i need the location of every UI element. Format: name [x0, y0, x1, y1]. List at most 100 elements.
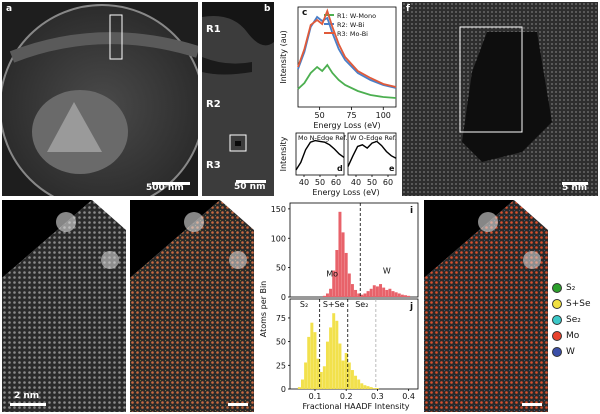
chart-c-series-2 — [297, 8, 397, 88]
legend-k-label: S+Se — [566, 299, 591, 309]
legend-k-item: Mo — [552, 328, 598, 344]
i-plot-bar-23 — [379, 284, 383, 297]
i-plot-bar-5 — [322, 295, 326, 297]
i-plot-bar-18 — [363, 293, 367, 297]
i-plot-bar-28 — [394, 292, 398, 297]
panel-a-roi-box — [109, 14, 123, 60]
j-plot-xtick-label-1: 0.2 — [340, 392, 353, 401]
e-plot-panel-label: e — [389, 164, 395, 173]
chart-c-legend-label-1: R2: W-Bi — [337, 21, 365, 29]
panel-k-label: k — [536, 202, 542, 212]
chart-c-panel-label: c — [302, 8, 307, 18]
j-plot-bar-23 — [366, 386, 370, 389]
panel-a-scalebar-text: 500 nm — [146, 183, 184, 193]
j-plot-ytick-label-0: 0 — [281, 385, 286, 394]
j-plot-bar-10 — [325, 341, 329, 389]
legend-k-swatch — [552, 331, 562, 341]
panel-g-scalebar-text: 2 nm — [14, 391, 40, 401]
chart-j: 0 25 50 75 0.1 0.2 0.3 0.4 j S₂ S+Se Se₂ Fractional … — [259, 281, 419, 411]
chart-d-ylabel: Intensity — [279, 136, 288, 171]
chart-d: Mo N-Edge Ref. 40 50 60 d Intensity Energy Los… — [279, 132, 380, 197]
d-plot-xtick-label-0: 40 — [299, 178, 309, 187]
i-plot-bar-31 — [404, 295, 407, 297]
j-plot-bar-22 — [363, 385, 367, 389]
chart-c-frame — [297, 6, 397, 108]
j-plot-bar-26 — [375, 388, 379, 389]
panel-a-image: a 500 nm — [2, 2, 198, 196]
e-plot-title: W O-Edge Ref. — [350, 134, 397, 142]
panel-b-image: b R1 R2 R3 50 nm — [202, 2, 274, 196]
panel-a-svg — [2, 2, 198, 196]
j-plot-bar-11 — [329, 327, 333, 389]
panel-a-label: a — [6, 4, 13, 14]
i-plot-bar-15 — [354, 289, 358, 297]
legend-k-swatch — [552, 315, 562, 325]
i-plot-bar-8 — [332, 270, 336, 297]
i-plot-panel-label: i — [410, 206, 413, 216]
legend-k: S₂ S+Se Se₂ Mo W — [552, 280, 598, 360]
chart-j-xlabel: Fractional HAADF Intensity — [303, 402, 410, 411]
panel-b-roi-box — [229, 134, 247, 152]
j-plot-bar-12 — [332, 313, 336, 389]
j-plot-bar-17 — [347, 362, 351, 389]
i-plot-bar-6 — [325, 293, 329, 297]
i-plot-ytick-label-3: 150 — [271, 205, 286, 214]
panel-b-svg — [202, 2, 274, 196]
j-plot-bar-3 — [304, 362, 308, 389]
i-plot-bar-13 — [347, 273, 351, 297]
i-plot-bar-26 — [388, 288, 392, 297]
i-plot-bar-27 — [391, 291, 395, 297]
j-plot-bar-8 — [319, 371, 323, 389]
j-plot-bar-20 — [357, 379, 361, 389]
panel-b-scalebar — [236, 180, 266, 183]
j-plot-bar-5 — [310, 322, 314, 389]
d-plot-panel-label: d — [337, 164, 343, 173]
panel-g-scalebar — [10, 403, 46, 406]
i-plot-bar-30 — [400, 294, 404, 297]
legend-k-item: S₂ — [552, 280, 598, 296]
legend-k-swatch — [552, 347, 562, 357]
i-plot-ytick-label-2: 100 — [271, 234, 286, 243]
panel-f-image: f 5 nm — [402, 2, 598, 196]
j-plot-bar-21 — [360, 383, 364, 389]
panel-h-svg — [130, 200, 254, 412]
j-plot-xtick-label-3: 0.4 — [402, 392, 415, 401]
e-plot-xtick-label-2: 60 — [383, 178, 393, 187]
panel-h-label: h — [242, 202, 249, 212]
i-plot-bar-14 — [350, 284, 354, 297]
i-plot-bar-24 — [382, 287, 386, 297]
j-plot-frame — [289, 298, 419, 390]
legend-k-swatch — [552, 283, 562, 293]
i-plot-frame — [289, 202, 419, 298]
i-plot-bar-19 — [366, 291, 370, 297]
j-plot-ytick-label-2: 50 — [276, 338, 286, 347]
i-plot-bar-16 — [357, 293, 361, 297]
i-plot-ytick-label-0: 0 — [281, 293, 286, 302]
j-plot-bar-7 — [316, 358, 320, 389]
j-plot-bar-2 — [301, 379, 304, 389]
i-plot-bar-9 — [335, 250, 339, 297]
j-plot-bar-13 — [335, 320, 339, 389]
region-r1: R1 — [206, 24, 221, 35]
panel-g-image: g 2 nm — [2, 200, 126, 412]
d-plot-xtick-label-2: 60 — [331, 178, 341, 187]
chart-c-xlabel: Energy Loss (eV) — [313, 121, 380, 130]
legend-k-item: Se₂ — [552, 312, 598, 328]
legend-k-swatch — [552, 299, 562, 309]
panel-k-svg — [424, 200, 548, 412]
j-plot-bar-19 — [354, 375, 358, 389]
panel-g-svg — [2, 200, 126, 412]
chart-j-label-se2: Se₂ — [355, 300, 368, 309]
j-plot-ytick-label-3: 75 — [276, 314, 286, 323]
j-plot-bar-15 — [341, 360, 345, 389]
i-plot-ytick-label-1: 50 — [276, 264, 286, 273]
chart-j-label-sse: S+Se — [323, 300, 345, 309]
panel-h-scalebar — [228, 403, 248, 406]
chart-i-label-mo: Mo — [326, 269, 338, 278]
panel-b-scalebar-text: 50 nm — [234, 182, 266, 192]
j-plot-bar-9 — [322, 366, 326, 389]
chart-i-label-w: W — [383, 267, 391, 276]
panel-ij-histograms: 0 50 100 150 i Mo W 0 25 50 75 0.1 0.2 0.3 0.4 j S₂ S+Se… — [256, 199, 422, 413]
j-plot-bar-6 — [313, 332, 317, 389]
